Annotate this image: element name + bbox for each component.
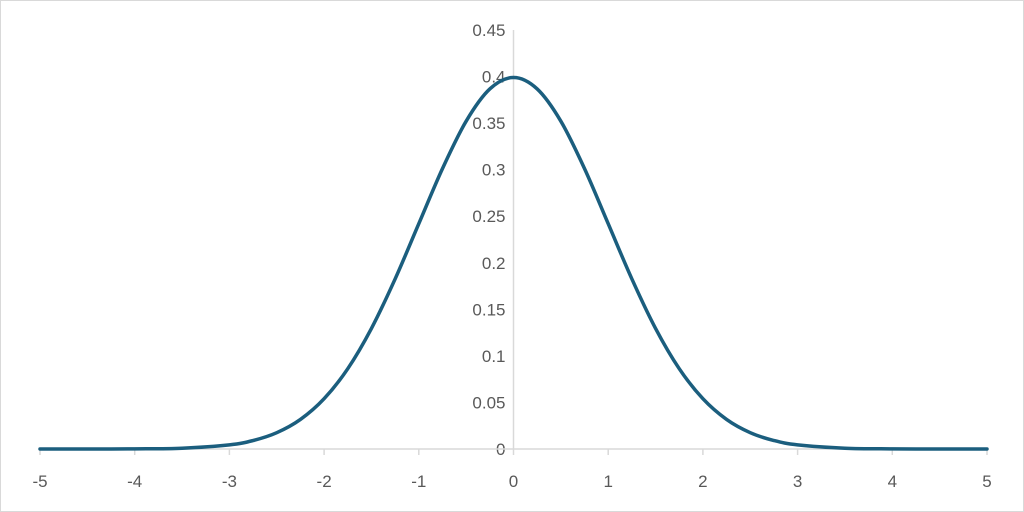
y-tick-label: 0.05 [472,393,505,412]
x-tick-label: -4 [127,472,142,491]
x-tick-label: -1 [411,472,426,491]
y-tick-label: 0.15 [472,300,505,319]
y-tick-labels: 00.050.10.150.20.250.30.350.40.45 [472,21,505,459]
y-tick-label: 0.35 [472,114,505,133]
y-tick-label: 0.1 [482,347,506,366]
x-tick-label: 5 [982,472,991,491]
y-tick-label: 0.3 [482,161,506,180]
x-tick-label: 1 [603,472,612,491]
series-line [38,75,989,451]
y-tick-label: 0.45 [472,21,505,40]
x-tick-label: 2 [698,472,707,491]
y-tick-label: 0.2 [482,254,506,273]
y-tick-label: 0.25 [472,207,505,226]
x-tick-label: -5 [32,472,47,491]
x-tick-label: 0 [509,472,518,491]
x-tick-label: 3 [793,472,802,491]
x-tick-labels: -5 -4 -3 -2 -1 0 1 2 3 4 5 [32,472,991,491]
x-tick-label: 4 [888,472,897,491]
x-tick-label: -3 [222,472,237,491]
x-tick-label: -2 [317,472,332,491]
